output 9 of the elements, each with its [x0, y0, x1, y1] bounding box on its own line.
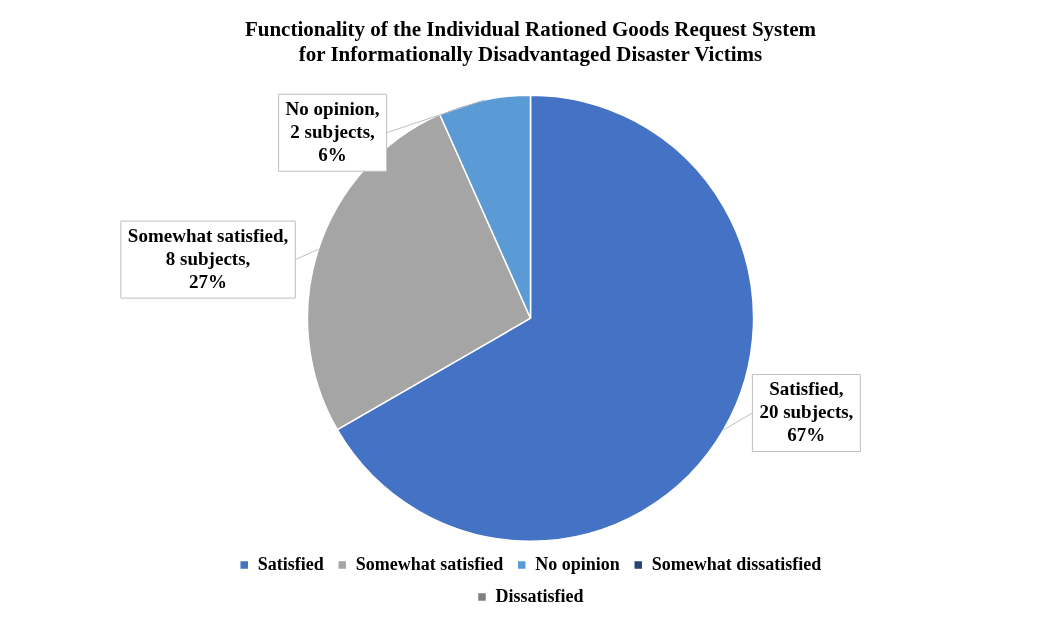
legend-label: Dissatisfied — [495, 585, 584, 606]
legend-label: Satisfied — [257, 553, 324, 574]
chart-title: Functionality of the Individual Rationed Goods Request System for Informationally Disadvantaged Disaster Victims — [244, 17, 817, 67]
data-label: Somewhat satisfied, 8 subjects, 27% — [127, 224, 289, 292]
legend-label: No opinion — [535, 553, 620, 574]
legend-label: Somewhat satisfied — [355, 553, 504, 574]
data-label: No opinion, 2 subjects, 6% — [285, 97, 380, 165]
data-label: Satisfied, 20 subjects, 67% — [759, 377, 854, 445]
legend-label: Somewhat dissatisfied — [651, 553, 822, 574]
